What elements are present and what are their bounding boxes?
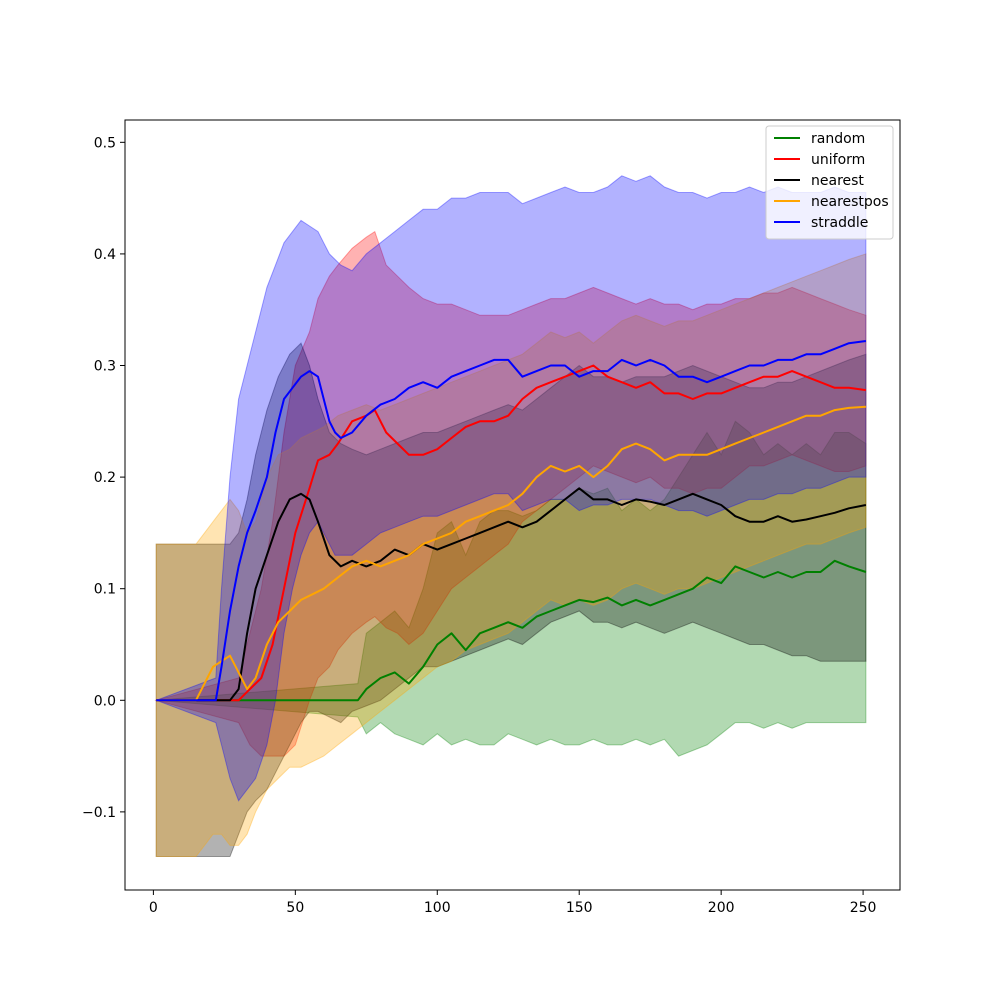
y-tick-label: −0.1	[82, 805, 116, 821]
series-line-nearest	[156, 487, 867, 702]
x-tick-label: 250	[850, 900, 877, 916]
band-uniform	[154, 230, 867, 757]
x-axis: 0 50 100 150 200 250	[149, 890, 877, 916]
y-tick-label: 0.1	[94, 582, 116, 598]
series-lines	[156, 340, 867, 702]
legend-label-nearestpos: nearestpos	[811, 194, 889, 210]
x-tick-label: 150	[566, 900, 593, 916]
y-tick-label: 0.2	[94, 470, 116, 486]
legend-box	[765, 125, 894, 240]
x-tick-label: 50	[286, 900, 304, 916]
plot-frame	[124, 119, 901, 891]
y-tick-label: 0.3	[94, 359, 116, 375]
x-tick-label: 0	[149, 900, 158, 916]
legend-label-straddle: straddle	[811, 215, 868, 231]
series-line-random	[156, 559, 867, 702]
confidence-bands	[154, 175, 867, 857]
series-line-straddle	[156, 340, 867, 702]
x-tick-label: 100	[424, 900, 451, 916]
y-tick-label: 0.4	[94, 247, 116, 263]
band-random	[156, 420, 867, 757]
y-tick-label: 0.5	[94, 135, 116, 151]
band-nearest	[155, 342, 867, 857]
band-straddle	[154, 175, 867, 802]
y-axis: −0.1 0.0 0.1 0.2 0.3 0.4 0.5	[82, 135, 125, 821]
legend-label-uniform: uniform	[811, 152, 865, 168]
y-tick-label: 0.0	[94, 693, 116, 709]
x-tick-label: 200	[708, 900, 735, 916]
series-line-nearestpos	[156, 405, 866, 702]
legend: random uniform nearest nearestpos straddle	[765, 125, 894, 240]
series-line-uniform	[156, 364, 867, 702]
legend-label-random: random	[811, 131, 865, 147]
legend-label-nearest: nearest	[811, 173, 864, 189]
